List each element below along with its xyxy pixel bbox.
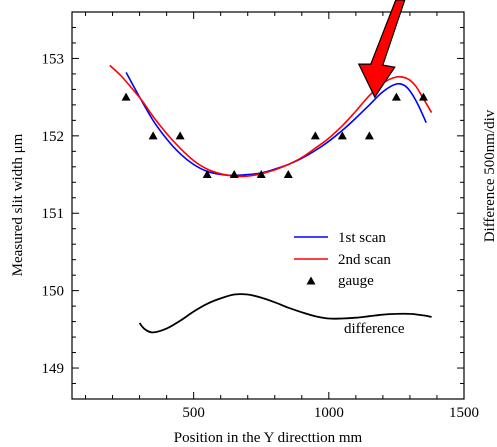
plot-frame	[71, 11, 465, 400]
gauge-point	[148, 131, 158, 140]
legend-marker-gauge	[306, 276, 316, 285]
legend-label-1st-scan: 1st scan	[338, 230, 386, 246]
x-tick-label: 1500	[449, 405, 479, 421]
x-axis-label: Position in the Y directtion mm	[174, 430, 363, 446]
y-tick-label: 151	[42, 206, 65, 222]
axes-frame	[71, 11, 465, 400]
gauge-markers	[121, 92, 428, 179]
series-line-2nd-scan	[109, 64, 433, 178]
ticks: 500 1000 1500 149 150 151 152 153	[42, 12, 479, 421]
red-arrow-annotation	[357, 0, 406, 99]
gauge-point	[256, 170, 266, 179]
y-axis-label: Measured slit width μm	[10, 133, 26, 276]
arrow-shape	[357, 0, 406, 99]
gauge-point	[391, 92, 401, 101]
y-tick-label: 152	[42, 129, 65, 145]
difference-annotation: difference	[344, 321, 405, 337]
gauge-point	[202, 170, 212, 179]
gauge-point	[121, 92, 131, 101]
series-layer	[109, 64, 433, 334]
legend-label-2nd-scan: 2nd scan	[338, 252, 391, 268]
y-tick-label: 149	[42, 361, 65, 377]
y-tick-label: 153	[42, 51, 65, 67]
gauge-point	[283, 170, 293, 179]
y-tick-label: 150	[42, 284, 65, 300]
gauge-point	[337, 131, 347, 140]
gauge-point	[175, 131, 185, 140]
gauge-point	[229, 170, 239, 179]
legend-label-gauge: gauge	[338, 273, 374, 289]
x-tick-label: 500	[182, 405, 205, 421]
gauge-point	[418, 92, 428, 101]
y-axis-label-right: Difference 500nm/div	[482, 109, 497, 242]
x-tick-label: 1000	[314, 405, 344, 421]
legend: 1st scan 2nd scan gauge	[294, 230, 391, 289]
series-line-difference	[138, 293, 432, 334]
gauge-point	[310, 131, 320, 140]
gauge-point	[364, 131, 374, 140]
